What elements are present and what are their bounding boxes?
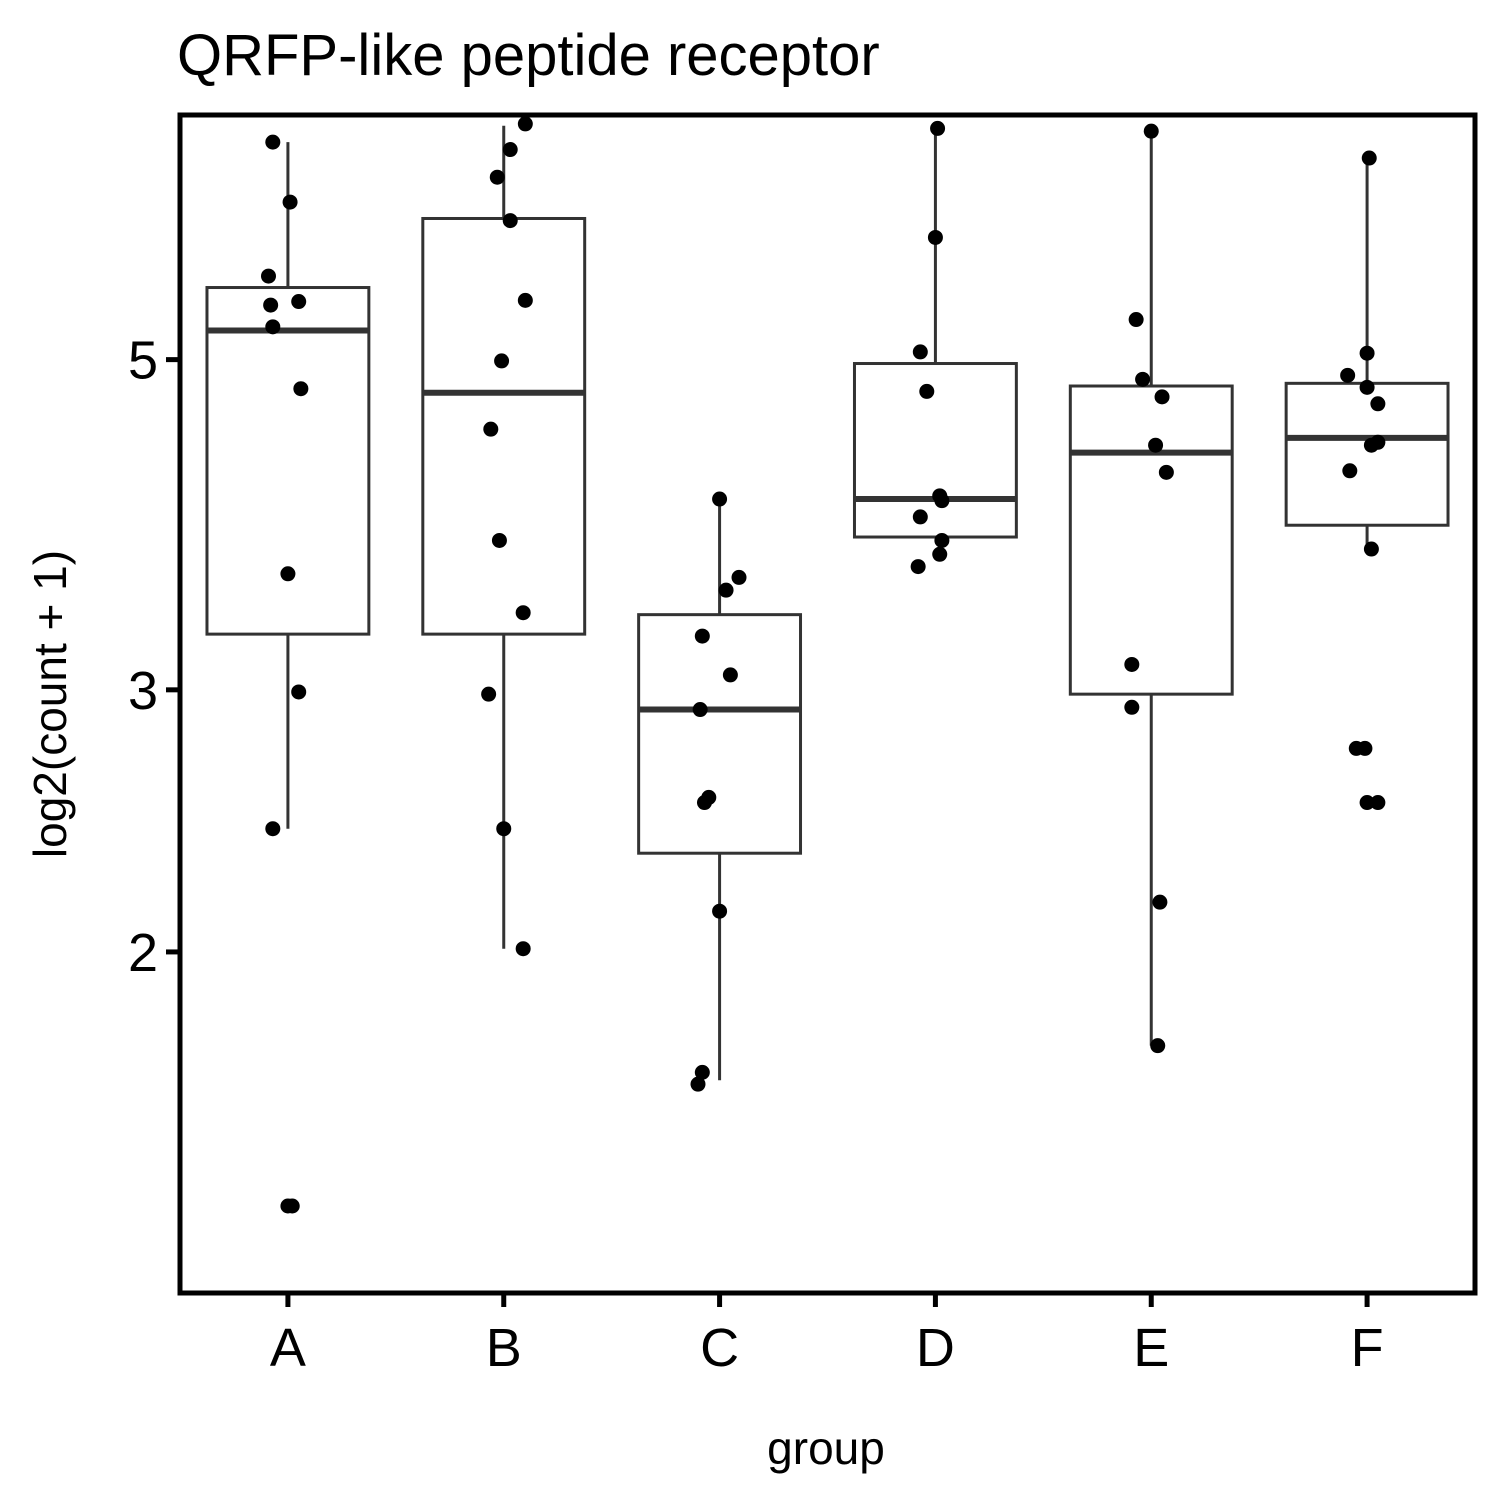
x-tick-label: B [486, 1318, 522, 1378]
data-point [1158, 464, 1174, 480]
data-point [718, 582, 734, 598]
data-point [1370, 396, 1386, 412]
data-point [481, 686, 497, 702]
box [1068, 384, 1234, 696]
points-layer [260, 116, 1386, 1214]
data-point [934, 532, 950, 548]
box [1284, 381, 1450, 527]
data-point [930, 120, 946, 136]
data-point [1150, 1038, 1166, 1054]
data-point [1363, 541, 1379, 557]
x-tick-label: E [1133, 1318, 1169, 1378]
data-point [722, 667, 738, 683]
data-point [932, 546, 948, 562]
x-tick-label: A [270, 1318, 306, 1378]
x-axis: A B C D E F [270, 1293, 1384, 1378]
boxes-layer [205, 125, 1450, 1081]
data-point [491, 532, 507, 548]
data-point [265, 134, 281, 150]
chart-title: QRFP-like peptide receptor [177, 23, 880, 88]
data-point [696, 795, 712, 811]
data-point [690, 1076, 706, 1092]
data-point [489, 169, 505, 185]
x-tick-label: F [1351, 1318, 1384, 1378]
data-point [1128, 312, 1144, 328]
box [637, 613, 803, 855]
data-point [1124, 699, 1140, 715]
data-point [1148, 437, 1164, 453]
data-point [502, 213, 518, 229]
data-point [260, 268, 276, 284]
data-point [694, 628, 710, 644]
x-tick-label: C [700, 1318, 739, 1378]
data-point [502, 142, 518, 158]
data-point [1361, 150, 1377, 166]
data-point [912, 344, 928, 360]
data-point [265, 319, 281, 335]
box-group-B [421, 125, 587, 949]
data-point [692, 702, 708, 718]
data-point [1342, 463, 1358, 479]
data-point [919, 383, 935, 399]
data-point [1143, 123, 1159, 139]
data-point [1359, 345, 1375, 361]
y-axis-title: log2(count + 1) [24, 550, 76, 858]
plot-panel-border [177, 112, 1478, 1296]
y-tick-label: 3 [128, 661, 158, 721]
data-point [1152, 894, 1168, 910]
data-point [284, 1198, 300, 1214]
data-point [517, 292, 533, 308]
y-tick-label: 5 [128, 331, 158, 391]
data-point [291, 294, 307, 310]
data-point [496, 821, 512, 837]
data-point [494, 353, 510, 369]
box [852, 362, 1018, 539]
data-point [1154, 389, 1170, 405]
data-point [694, 1064, 710, 1080]
box-group-D [852, 128, 1018, 539]
y-tick-label: 2 [128, 923, 158, 983]
data-point [1340, 367, 1356, 383]
data-point [1135, 371, 1151, 387]
data-point [712, 491, 728, 507]
box-group-F [1284, 158, 1450, 550]
data-point [293, 381, 309, 397]
box [421, 216, 587, 636]
data-point [291, 684, 307, 700]
box [205, 286, 371, 636]
data-point [712, 903, 728, 919]
data-point [927, 229, 943, 245]
data-point [282, 194, 298, 210]
data-point [1359, 379, 1375, 395]
data-point [515, 605, 531, 621]
data-point [263, 297, 279, 313]
data-point [280, 566, 296, 582]
data-point [934, 493, 950, 509]
x-tick-label: D [916, 1318, 955, 1378]
y-axis: 2 3 5 [128, 331, 180, 983]
data-point [1370, 795, 1386, 811]
data-point [483, 421, 499, 437]
data-point [1363, 437, 1379, 453]
data-point [515, 941, 531, 957]
data-point [1357, 740, 1373, 756]
data-point [910, 559, 926, 575]
box-group-C [637, 500, 803, 1081]
data-point [265, 821, 281, 837]
data-point [1359, 795, 1375, 811]
box-group-E [1068, 131, 1234, 1046]
data-point [517, 116, 533, 132]
x-axis-title: group [767, 1422, 885, 1474]
data-point [731, 569, 747, 585]
data-point [912, 509, 928, 525]
box-group-A [205, 142, 371, 829]
data-point [1124, 656, 1140, 672]
